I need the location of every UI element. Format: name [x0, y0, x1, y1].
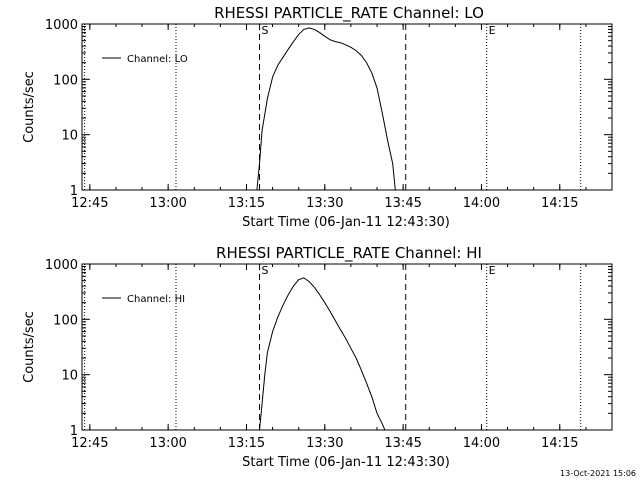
lo-x-tick-label: 13:45: [384, 196, 421, 211]
lo-channel-panel: RHESSI PARTICLE_RATE Channel: LO Counts/…: [22, 4, 613, 230]
lo-marker-label: E: [489, 24, 496, 37]
lo-y-tick-label: 1000: [45, 18, 78, 33]
generated-timestamp: 13-Oct-2021 15:06: [560, 469, 636, 478]
hi-x-tick-label: 13:30: [306, 436, 343, 451]
hi-x-tick-label: 13:15: [228, 436, 265, 451]
lo-series-line: [256, 27, 396, 191]
hi-x-tick-label: 14:00: [463, 436, 500, 451]
hi-legend: Channel: HI: [102, 294, 185, 305]
hi-y-tick-label: 100: [53, 313, 78, 328]
hi-channel-panel: RHESSI PARTICLE_RATE Channel: HI Counts/…: [22, 244, 613, 470]
lo-x-tick-label: 14:15: [541, 196, 578, 211]
hi-chart-title: RHESSI PARTICLE_RATE Channel: HI: [216, 244, 482, 263]
lo-marker-label: S: [262, 24, 269, 37]
hi-y-tick-label: 10: [61, 369, 78, 384]
lo-y-tick-label: 1: [70, 184, 78, 199]
hi-marker-label: S: [262, 264, 269, 277]
lo-legend: Channel: LO: [102, 54, 188, 65]
hi-series-line: [259, 277, 386, 431]
lo-x-tick-label: 14:00: [463, 196, 500, 211]
hi-x-tick-label: 12:45: [71, 436, 108, 451]
lo-y-tick-label: 10: [61, 129, 78, 144]
hi-y-tick-label: 1000: [45, 258, 78, 273]
hi-y-tick-label: 1: [70, 424, 78, 439]
hi-x-tick-label: 14:15: [541, 436, 578, 451]
hi-legend-label: Channel: HI: [127, 294, 185, 305]
lo-x-tick-label: 12:45: [71, 196, 108, 211]
lo-chart-title: RHESSI PARTICLE_RATE Channel: LO: [214, 4, 484, 23]
lo-y-axis-label: Counts/sec: [22, 71, 37, 143]
lo-x-tick-label: 13:30: [306, 196, 343, 211]
lo-x-axis-label: Start Time (06-Jan-11 12:43:30): [242, 215, 450, 230]
lo-x-tick-label: 13:15: [228, 196, 265, 211]
lo-y-tick-label: 100: [53, 73, 78, 88]
lo-plot-frame: [81, 23, 613, 191]
lo-x-tick-label: 13:00: [149, 196, 186, 211]
hi-plot-frame: [81, 263, 613, 431]
hi-x-tick-label: 13:45: [384, 436, 421, 451]
hi-x-axis-label: Start Time (06-Jan-11 12:43:30): [242, 455, 450, 470]
lo-legend-label: Channel: LO: [127, 54, 188, 65]
hi-x-tick-label: 13:00: [149, 436, 186, 451]
hi-marker-label: E: [489, 264, 496, 277]
hi-y-axis-label: Counts/sec: [22, 311, 37, 383]
